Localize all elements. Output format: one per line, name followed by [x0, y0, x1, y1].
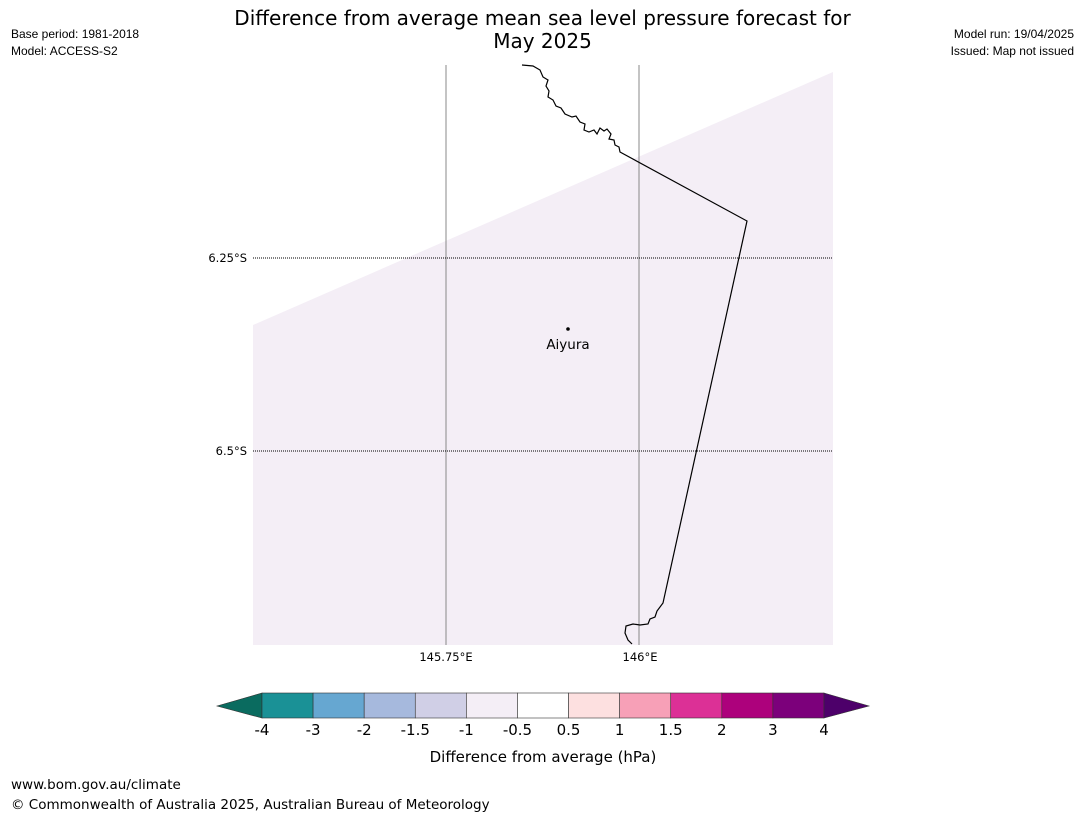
- colorbar-tick-label: 2: [717, 721, 727, 739]
- colorbar-tick-label: -2: [357, 721, 372, 739]
- colorbar-segment: [670, 692, 723, 719]
- model-run-text: Model run: 19/04/2025: [953, 27, 1074, 41]
- colorbar-tick-label: 4: [819, 721, 829, 739]
- colorbar-tick-label: 1.5: [659, 721, 683, 739]
- colorbar-segment: [363, 692, 416, 719]
- footer-copyright: © Commonwealth of Australia 2025, Austra…: [11, 797, 490, 813]
- colorbar-segment: [312, 692, 365, 719]
- colorbar: -4 -3 -2 -1.5 -1 -0.5 0.5 1 1.5 2 3 4 Difference fr…: [215, 692, 871, 766]
- colorbar-tick-label: -3: [306, 721, 321, 739]
- colorbar-segment: [261, 692, 314, 719]
- footer-url: www.bom.gov.au/climate: [11, 777, 181, 793]
- colorbar-segment: [721, 692, 774, 719]
- colorbar-segment: [466, 692, 518, 719]
- title-line-2: May 2025: [493, 29, 592, 53]
- coastline: [521, 64, 748, 645]
- lon-label-145-75e: 145.75°E: [419, 650, 472, 664]
- map-title: Difference from average mean sea level p…: [0, 7, 1085, 53]
- footer: www.bom.gov.au/climate © Commonwealth of…: [11, 775, 490, 815]
- colorbar-ticks: -4 -3 -2 -1.5 -1 -0.5 0.5 1 1.5 2 3 4: [255, 721, 829, 739]
- colorbar-extend-low: [215, 692, 263, 719]
- issued-text: Issued: Map not issued: [950, 44, 1074, 58]
- colorbar-segment: [568, 692, 620, 719]
- lat-label-6-25s: 6.25°S: [208, 251, 247, 265]
- colorbar-segment: [619, 692, 672, 719]
- colorbar-label: Difference from average (hPa): [430, 748, 657, 766]
- colorbar-tick-label: 0.5: [557, 721, 581, 739]
- place-marker-aiyura: [566, 327, 570, 331]
- forecast-shaded-area: [253, 72, 833, 645]
- colorbar-segment: [517, 692, 569, 719]
- place-label-aiyura: Aiyura: [546, 337, 589, 353]
- colorbar-segment: [414, 692, 467, 719]
- title-line-1: Difference from average mean sea level p…: [234, 6, 851, 30]
- colorbar-tick-label: -1: [459, 721, 474, 739]
- lat-label-6-5s: 6.5°S: [216, 444, 247, 458]
- lon-label-146e: 146°E: [623, 650, 658, 664]
- colorbar-tick-label: -1.5: [401, 721, 430, 739]
- meta-left: Base period: 1981-2018 Model: ACCESS-S2: [11, 26, 139, 60]
- colorbar-tick-label: -0.5: [503, 721, 532, 739]
- model-text: Model: ACCESS-S2: [11, 44, 118, 58]
- colorbar-extend-high: [823, 692, 871, 719]
- colorbar-segments: [261, 692, 825, 719]
- base-period-text: Base period: 1981-2018: [11, 27, 140, 41]
- colorbar-tick-label: -4: [255, 721, 270, 739]
- colorbar-tick-label: 1: [615, 721, 625, 739]
- colorbar-tick-label: 3: [768, 721, 778, 739]
- meta-right: Model run: 19/04/2025 Issued: Map not is…: [951, 26, 1074, 60]
- colorbar-segment: [772, 692, 825, 719]
